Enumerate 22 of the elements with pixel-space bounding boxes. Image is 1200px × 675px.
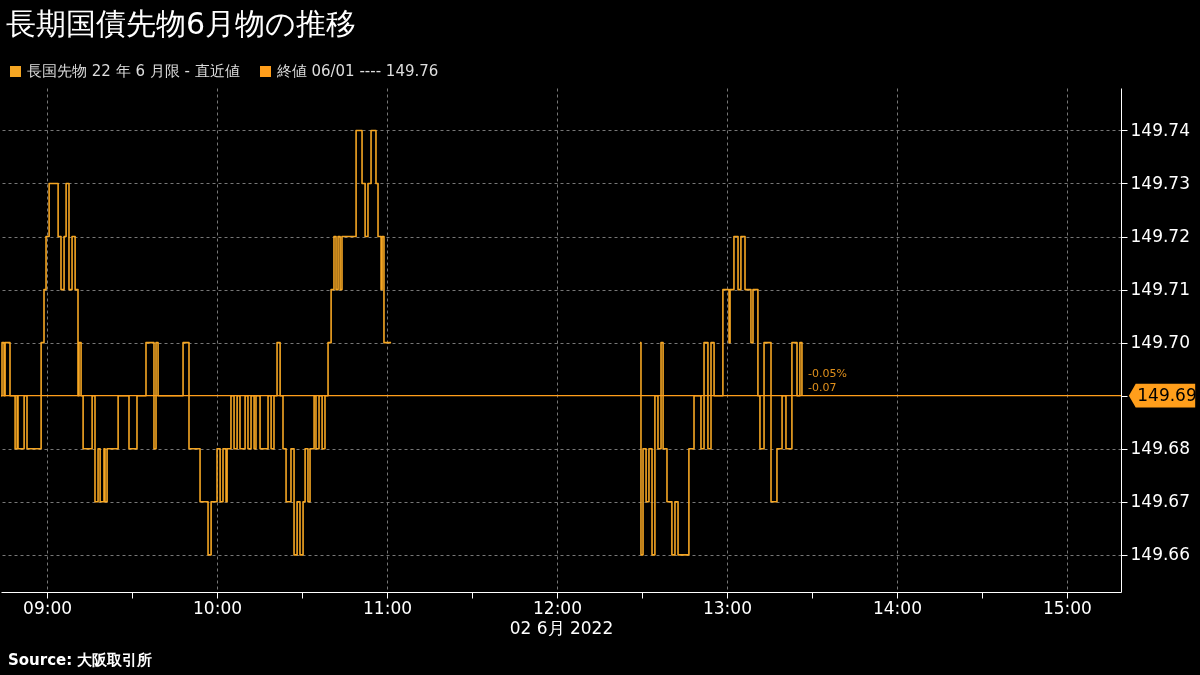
y-tick-label: 149.67 xyxy=(1130,491,1190,512)
annotation: -0.07 xyxy=(807,380,837,394)
y-tick-label: 149.74 xyxy=(1130,119,1190,140)
y-tick-label: 149.71 xyxy=(1130,279,1190,300)
legend-label: 長国先物 22 年 6 月限 - 直近値 xyxy=(27,62,240,81)
x-tick-label: 11:00 xyxy=(363,597,413,618)
chart-title: 長期国債先物6月物の推移 xyxy=(6,5,357,43)
x-axis-title: 02 6月 2022 xyxy=(509,617,614,638)
x-tick-label: 09:00 xyxy=(23,597,73,618)
y-tick-label: 149.72 xyxy=(1130,226,1190,247)
x-tick-label: 14:00 xyxy=(872,597,922,618)
text: 終値 06/01 ---- 149.76 xyxy=(276,62,439,81)
y-tick-label: 149.66 xyxy=(1130,544,1190,565)
y-tick-label: 149.68 xyxy=(1130,438,1190,459)
x-tick-label: 12:00 xyxy=(533,597,583,618)
source-note: Source: 大阪取引所 xyxy=(8,651,153,670)
annotation: -0.05% xyxy=(807,366,847,380)
x-tick-label: 13:00 xyxy=(702,597,752,618)
x-tick-label: 15:00 xyxy=(1042,597,1092,618)
y-tick-label: 149.73 xyxy=(1130,172,1190,193)
x-tick-label: 10:00 xyxy=(193,597,243,618)
y-tick-label: 149.70 xyxy=(1130,332,1190,353)
